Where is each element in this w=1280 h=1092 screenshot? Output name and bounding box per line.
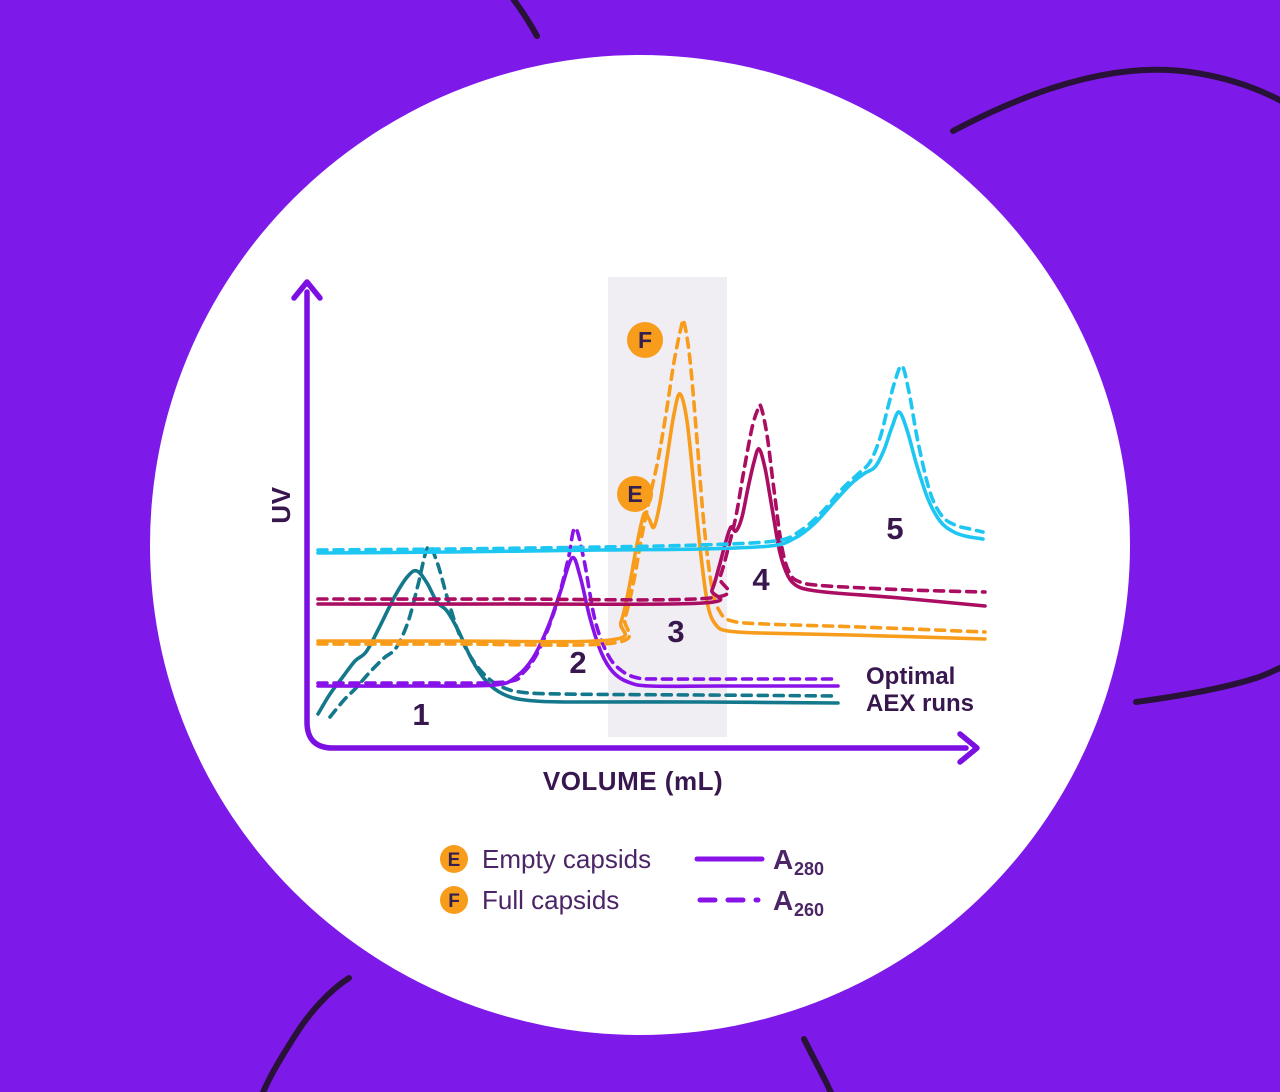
- legend-a260-letter: A: [773, 885, 793, 916]
- y-axis-label: UV: [266, 486, 296, 523]
- chromatogram-traces: 1 2 3 4 5: [316, 317, 987, 732]
- arc-bottom-center: [801, 1036, 834, 1092]
- legend-empty-capsids-label: Empty capsids: [482, 844, 651, 874]
- legend: E Empty capsids F Full capsids A 280 A 2…: [440, 844, 824, 920]
- run-3-a260-curve: [316, 317, 987, 647]
- legend-f-badge-letter: F: [448, 891, 460, 912]
- legend-e-badge-letter: E: [448, 850, 461, 871]
- e-badge-circle: [617, 476, 653, 512]
- run-2-traces: 2: [316, 526, 840, 689]
- empty-capsids-badge: E: [617, 476, 653, 512]
- legend-f-badge-circle: [440, 886, 468, 914]
- run-3-traces: 3: [316, 317, 987, 649]
- arc-top-right: [950, 66, 1280, 134]
- arc-top-center: [510, 0, 540, 39]
- x-axis-arrowhead: [957, 731, 980, 765]
- legend-full-capsids-label: Full capsids: [482, 885, 619, 915]
- note-line-2: AEX runs: [866, 690, 974, 717]
- run-1-number-label: 1: [412, 697, 429, 732]
- e-badge-letter: E: [627, 481, 642, 507]
- note-line-1: Optimal: [866, 663, 955, 690]
- legend-a280-letter: A: [773, 844, 793, 875]
- y-axis-arrowhead: [291, 279, 323, 301]
- run-4-a260-curve: [316, 403, 987, 602]
- run-1-traces: 1: [316, 544, 840, 732]
- legend-e-badge-circle: [440, 845, 468, 873]
- run-4-traces: 4: [316, 403, 987, 608]
- run-3-number-label: 3: [667, 614, 684, 649]
- run-2-a260-curve: [316, 526, 840, 685]
- full-capsids-badge: F: [627, 322, 663, 358]
- arc-bottom-left: [260, 975, 352, 1092]
- run-5-number-label: 5: [886, 511, 903, 546]
- run-1-a260-curve: [328, 544, 840, 719]
- run-1-a280-curve: [316, 568, 840, 716]
- run-4-a280-curve: [316, 447, 987, 608]
- run-5-a280-curve: [316, 410, 985, 555]
- f-badge-letter: F: [638, 327, 652, 353]
- run-5-traces: 5: [316, 364, 985, 555]
- f-badge-circle: [627, 322, 663, 358]
- legend-a280-subscript: 280: [794, 859, 824, 879]
- run-4-number-label: 4: [752, 562, 770, 597]
- run-3-a280-curve: [316, 392, 987, 644]
- legend-a260-subscript: 260: [794, 900, 824, 920]
- x-axis-label: VOLUME (mL): [543, 766, 723, 796]
- arc-right: [1133, 664, 1280, 705]
- run-5-a260-curve: [316, 364, 985, 552]
- axes-line: [304, 289, 969, 751]
- run-2-number-label: 2: [569, 645, 586, 680]
